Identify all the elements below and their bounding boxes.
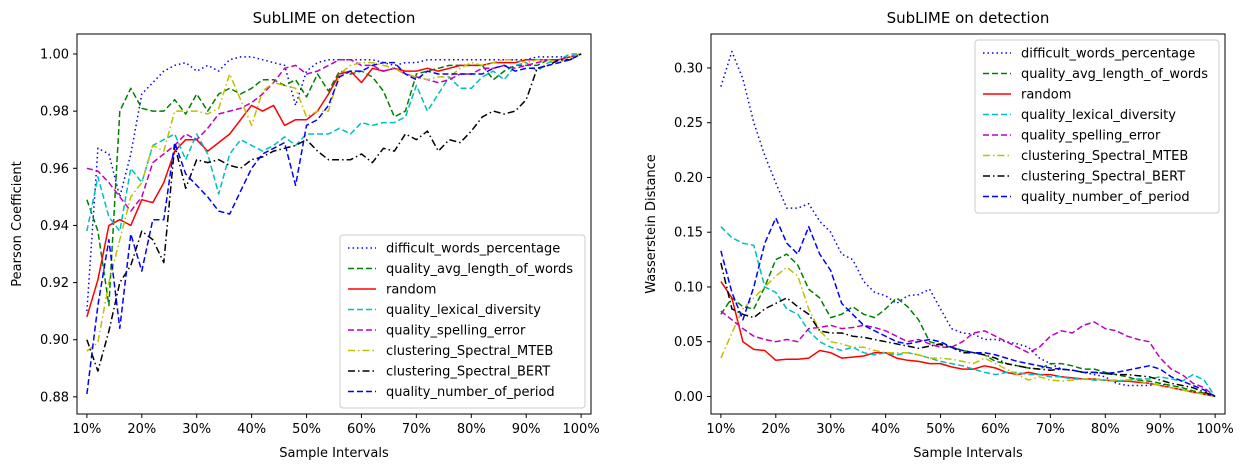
pearson-chart: SubLIME on detection 10% 20% 30% 40% 50% 60% 7…: [10, 9, 600, 461]
legend-label: random: [386, 283, 436, 298]
x-tick-label: 90%: [512, 422, 541, 437]
y-tick-label: 0.20: [674, 171, 703, 186]
x-tick-label: 20%: [127, 422, 156, 437]
series-lines: [720, 50, 1216, 398]
y-tick-label: 0.92: [40, 276, 69, 291]
x-tick-label: 30%: [182, 422, 211, 437]
legend-label: quality_number_of_period: [1021, 190, 1190, 205]
y-tick-label: 0.25: [674, 116, 703, 131]
x-tick-label: 40%: [237, 422, 266, 437]
x-tick-label: 70%: [402, 422, 431, 437]
legend-box: [339, 234, 586, 409]
x-tick-label: 80%: [1091, 422, 1120, 437]
series-line-random: [86, 53, 582, 318]
series-line-random: [720, 281, 1216, 398]
axis-ticks: 10% 20% 30% 40% 50% 60% 70% 80% 90% 100% 0.00 0.05 0…: [674, 61, 1234, 437]
series-line-quality-spelling-error: [720, 310, 1216, 398]
x-tick-label: 80%: [457, 422, 486, 437]
series-line-quality-number-of-period: [720, 217, 1216, 398]
series-line-clustering-spectral-mteb: [720, 266, 1216, 398]
x-axis-label: Sample Intervals: [913, 446, 1023, 461]
legend-label: difficult_words_percentage: [1021, 47, 1195, 62]
y-tick-label: 1.00: [40, 48, 69, 63]
legend-label: quality_avg_length_of_words: [386, 262, 573, 277]
x-tick-label: 30%: [816, 422, 845, 437]
plot-area: [76, 33, 592, 415]
x-tick-label: 10%: [706, 422, 735, 437]
y-tick-label: 0.94: [40, 219, 69, 234]
y-tick-label: 0.00: [674, 390, 703, 405]
legend-label: difficult_words_percentage: [386, 242, 560, 257]
series-line-quality-lexical-diversity: [86, 53, 582, 232]
series-line-difficult-words-percentage: [86, 53, 582, 312]
x-tick-label: 50%: [292, 422, 321, 437]
y-tick-label: 0.98: [40, 105, 69, 120]
y-axis-label: Pearson Coefficient: [10, 161, 25, 286]
y-tick-label: 0.88: [40, 390, 69, 405]
legend-label: clustering_Spectral_BERT: [1021, 170, 1185, 185]
y-tick-label: 0.10: [674, 280, 703, 295]
x-tick-label: 40%: [871, 422, 900, 437]
series-line-clustering-spectral-bert: [720, 262, 1216, 398]
series-line-quality-number-of-period: [86, 53, 582, 395]
x-tick-label: 60%: [981, 422, 1010, 437]
x-tick-label: 50%: [926, 422, 955, 437]
chart-title: SubLIME on detection: [887, 9, 1050, 27]
legend-label: quality_number_of_period: [386, 385, 555, 400]
axis-ticks: 10% 20% 30% 40% 50% 60% 70% 80% 90% 100% 0.88 0.90 0…: [40, 48, 600, 438]
series-line-clustering-spectral-bert: [86, 53, 582, 372]
legend-label: clustering_Spectral_MTEB: [1021, 149, 1188, 164]
y-tick-label: 0.90: [40, 333, 69, 348]
y-axis-label: Wasserstein Distance: [644, 154, 659, 294]
x-tick-label: 100%: [1197, 422, 1234, 437]
legend-label: random: [1021, 88, 1071, 103]
wasserstein-chart: SubLIME on detection 10% 20% 30% 40% 50% 60% 7…: [644, 9, 1234, 461]
legend-label: quality_avg_length_of_words: [1021, 67, 1208, 82]
x-tick-label: 20%: [761, 422, 790, 437]
series-line-quality-spelling-error: [86, 53, 582, 212]
series-line-quality-avg-length-of-words: [720, 253, 1216, 398]
x-tick-label: 60%: [347, 422, 376, 437]
legend-label: quality_spelling_error: [1021, 129, 1161, 144]
legend-box: [974, 39, 1220, 214]
series-lines: [86, 53, 582, 395]
chart-title: SubLIME on detection: [253, 9, 416, 27]
series-line-quality-avg-length-of-words: [86, 53, 582, 307]
plot-area: [710, 33, 1226, 415]
legend-label: clustering_Spectral_BERT: [386, 365, 550, 380]
legend: difficult_words_percentage quality_avg_le…: [339, 234, 586, 409]
y-tick-label: 0.05: [674, 335, 703, 350]
series-line-difficult-words-percentage: [720, 50, 1216, 398]
legend-label: quality_lexical_diversity: [386, 303, 541, 318]
legend: difficult_words_percentage quality_avg_le…: [974, 39, 1220, 214]
x-tick-label: 100%: [563, 422, 600, 437]
legend-label: quality_lexical_diversity: [1021, 108, 1176, 123]
x-axis-label: Sample Intervals: [279, 446, 389, 461]
y-tick-label: 0.15: [674, 226, 703, 241]
x-tick-label: 90%: [1146, 422, 1175, 437]
y-tick-label: 0.96: [40, 162, 69, 177]
x-tick-label: 70%: [1036, 422, 1065, 437]
y-tick-label: 0.30: [674, 61, 703, 76]
series-line-quality-lexical-diversity: [720, 226, 1216, 397]
legend-label: clustering_Spectral_MTEB: [386, 344, 553, 359]
x-tick-label: 10%: [72, 422, 101, 437]
legend-label: quality_spelling_error: [386, 324, 526, 339]
